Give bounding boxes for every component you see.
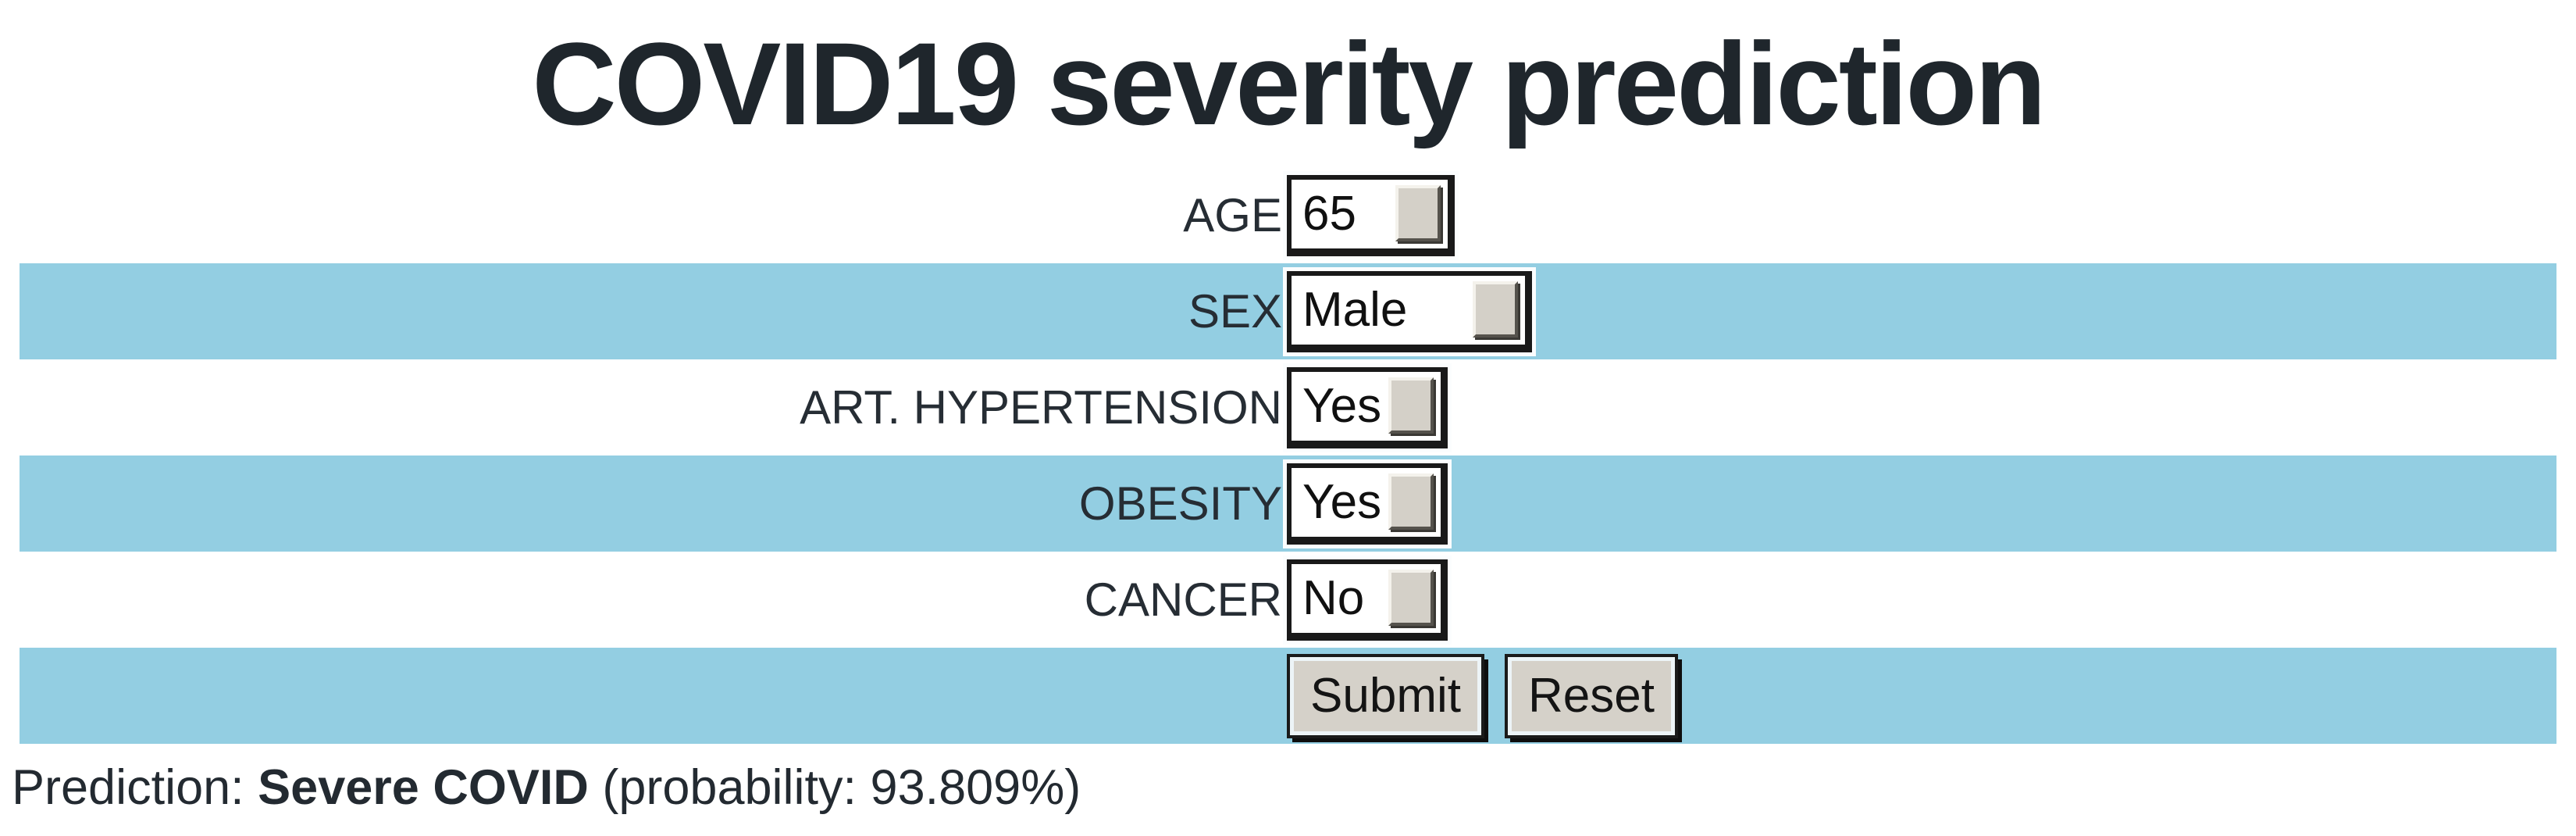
spinner-icon[interactable] [1395, 184, 1441, 241]
hypertension-value[interactable]: Yes [1302, 379, 1382, 433]
page-header: COVID19 severity prediction [0, 0, 2576, 167]
sex-select[interactable]: Male [1287, 270, 1532, 352]
age-input[interactable]: 65 [1287, 174, 1455, 256]
row-age: AGE 65 [20, 167, 2556, 263]
dropdown-icon[interactable] [1388, 377, 1434, 434]
dropdown-icon[interactable] [1473, 280, 1518, 338]
row-obesity: OBESITY Yes [20, 456, 2556, 552]
row-cancer: CANCER No [20, 552, 2556, 648]
cancer-label: CANCER [1084, 573, 1282, 626]
row-actions: Submit Reset [20, 648, 2556, 744]
obesity-select[interactable]: Yes [1287, 463, 1448, 545]
sex-label: SEX [1188, 285, 1282, 338]
prediction-probability: (probability: 93.809%) [588, 760, 1081, 815]
age-value[interactable]: 65 [1302, 187, 1356, 241]
cancer-value[interactable]: No [1302, 571, 1365, 625]
prediction-form: AGE 65 SEX Male ART. HYPERTENSION Yes OB… [20, 167, 2556, 744]
prediction-result: Prediction: Severe COVID (probability: 9… [12, 759, 2576, 816]
submit-button[interactable]: Submit [1287, 653, 1484, 738]
row-hypertension: ART. HYPERTENSION Yes [20, 359, 2556, 456]
obesity-value[interactable]: Yes [1302, 475, 1382, 529]
hypertension-select[interactable]: Yes [1287, 366, 1448, 448]
sex-value[interactable]: Male [1302, 283, 1408, 337]
prediction-value: Severe COVID [258, 760, 589, 815]
dropdown-icon[interactable] [1388, 473, 1434, 530]
hypertension-label: ART. HYPERTENSION [800, 381, 1282, 434]
prediction-prefix: Prediction: [12, 760, 258, 815]
age-label: AGE [1183, 189, 1282, 241]
dropdown-icon[interactable] [1388, 569, 1434, 626]
reset-button[interactable]: Reset [1504, 653, 1678, 738]
page-title: COVID19 severity prediction [532, 17, 2046, 149]
cancer-select[interactable]: No [1287, 559, 1448, 641]
obesity-label: OBESITY [1078, 477, 1282, 530]
row-sex: SEX Male [20, 263, 2556, 359]
